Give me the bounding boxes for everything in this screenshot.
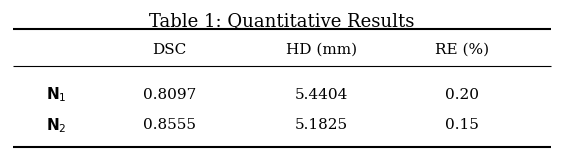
Text: HD (mm): HD (mm) (286, 43, 357, 57)
Text: Table 1: Quantitative Results: Table 1: Quantitative Results (149, 12, 415, 30)
Text: 0.8097: 0.8097 (143, 88, 196, 102)
Text: $\mathbf{N}_1$: $\mathbf{N}_1$ (46, 86, 67, 105)
Text: 5.4404: 5.4404 (294, 88, 348, 102)
Text: RE (%): RE (%) (434, 43, 488, 57)
Text: $\mathbf{N}_2$: $\mathbf{N}_2$ (46, 116, 67, 135)
Text: 0.8555: 0.8555 (143, 118, 196, 132)
Text: DSC: DSC (153, 43, 187, 57)
Text: 5.1825: 5.1825 (295, 118, 348, 132)
Text: 0.20: 0.20 (444, 88, 479, 102)
Text: 0.15: 0.15 (444, 118, 478, 132)
